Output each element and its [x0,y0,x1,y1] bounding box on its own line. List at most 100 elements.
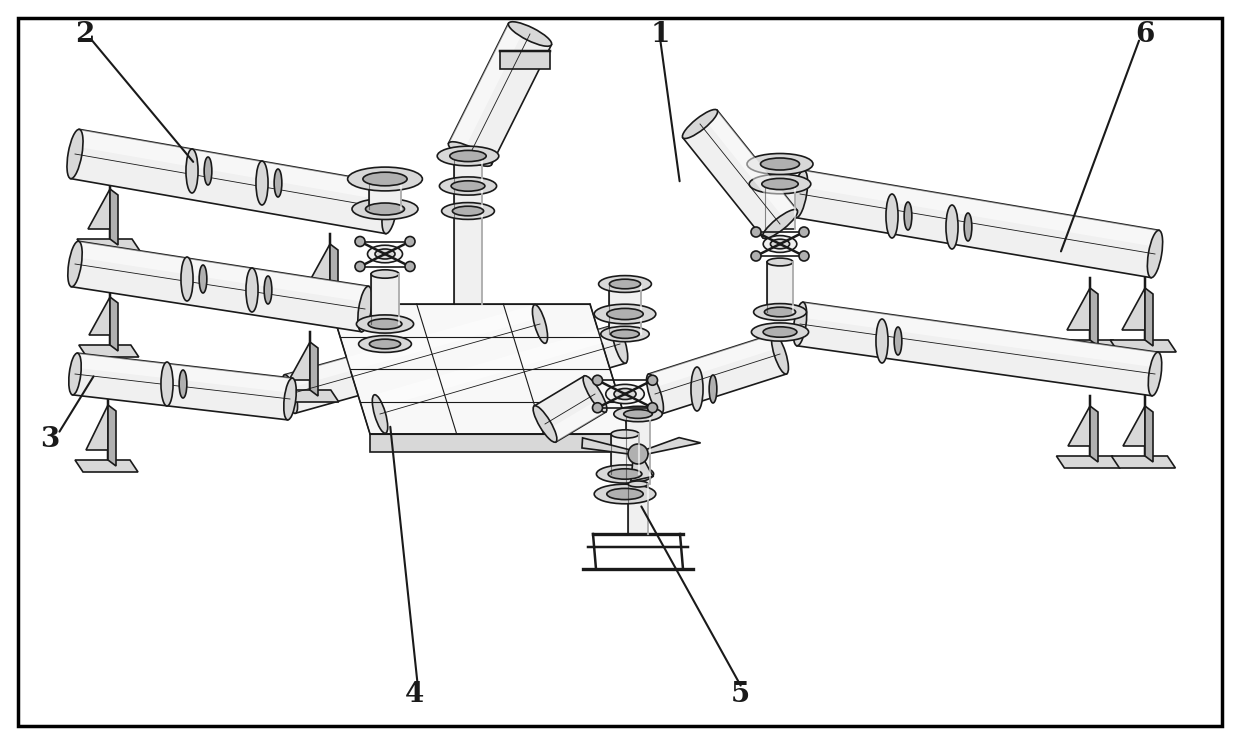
Polygon shape [86,405,108,450]
Polygon shape [88,189,110,229]
Ellipse shape [594,304,656,324]
Polygon shape [582,438,632,454]
Polygon shape [534,376,606,442]
Polygon shape [330,304,630,434]
Polygon shape [1122,288,1145,330]
Ellipse shape [596,465,653,483]
Ellipse shape [68,241,82,286]
Circle shape [355,261,365,272]
Bar [611,434,639,474]
Ellipse shape [372,395,388,433]
Ellipse shape [532,305,548,343]
Ellipse shape [608,469,642,479]
Polygon shape [801,170,1159,247]
Ellipse shape [439,177,496,195]
Ellipse shape [449,142,492,166]
Ellipse shape [186,149,198,193]
Ellipse shape [682,109,718,138]
Ellipse shape [274,169,281,197]
Ellipse shape [614,388,636,400]
Ellipse shape [205,157,212,185]
Polygon shape [298,294,360,306]
Ellipse shape [371,270,399,278]
Polygon shape [73,353,293,420]
Ellipse shape [601,327,650,341]
Ellipse shape [347,167,423,191]
Polygon shape [279,390,339,402]
Polygon shape [548,400,606,442]
Ellipse shape [763,236,797,252]
Ellipse shape [374,249,396,259]
Ellipse shape [454,152,482,160]
Ellipse shape [438,147,498,166]
Circle shape [799,227,808,237]
Polygon shape [1056,456,1121,468]
Ellipse shape [179,370,187,398]
Ellipse shape [627,481,649,487]
Ellipse shape [583,376,606,412]
Ellipse shape [246,268,258,312]
Ellipse shape [606,385,645,404]
Ellipse shape [771,334,789,374]
Ellipse shape [161,362,174,406]
Circle shape [647,403,657,413]
Text: 6: 6 [1136,21,1154,48]
Circle shape [405,261,415,272]
Text: 5: 5 [730,681,750,708]
Ellipse shape [264,276,272,304]
Polygon shape [76,241,368,302]
Ellipse shape [284,378,296,420]
Polygon shape [374,325,619,408]
Ellipse shape [751,323,808,341]
Ellipse shape [1148,352,1162,396]
Circle shape [355,237,365,246]
Polygon shape [89,297,110,335]
Ellipse shape [68,353,82,395]
Polygon shape [77,129,394,202]
Polygon shape [289,342,310,380]
Ellipse shape [792,170,807,218]
Ellipse shape [761,179,799,190]
Polygon shape [1055,340,1121,352]
Ellipse shape [255,161,268,205]
Polygon shape [285,305,538,388]
Ellipse shape [794,302,807,346]
Ellipse shape [626,411,650,417]
Ellipse shape [709,375,717,403]
Ellipse shape [606,488,644,500]
Ellipse shape [358,286,372,332]
Polygon shape [797,302,1158,396]
Circle shape [647,375,657,385]
Ellipse shape [358,336,412,353]
Ellipse shape [609,279,641,289]
Ellipse shape [764,307,796,317]
Ellipse shape [352,199,418,219]
Polygon shape [330,244,339,300]
Polygon shape [1110,340,1177,352]
Bar [454,156,482,304]
Ellipse shape [965,213,972,241]
Bar [609,284,641,334]
Polygon shape [1122,406,1145,446]
Ellipse shape [613,324,627,363]
Bar [768,262,794,312]
Ellipse shape [453,206,484,216]
Polygon shape [1145,406,1153,462]
Polygon shape [370,434,630,452]
Ellipse shape [894,327,901,355]
Ellipse shape [768,258,794,266]
Polygon shape [683,110,797,238]
Bar [371,274,399,324]
Polygon shape [1068,406,1090,446]
Polygon shape [1111,456,1176,468]
Polygon shape [108,405,117,466]
Polygon shape [308,244,330,284]
Polygon shape [649,334,786,414]
Ellipse shape [885,194,898,238]
Circle shape [593,375,603,385]
Polygon shape [110,297,118,351]
Ellipse shape [609,279,641,289]
Ellipse shape [594,484,656,504]
Text: 4: 4 [405,681,424,708]
Ellipse shape [946,205,959,249]
